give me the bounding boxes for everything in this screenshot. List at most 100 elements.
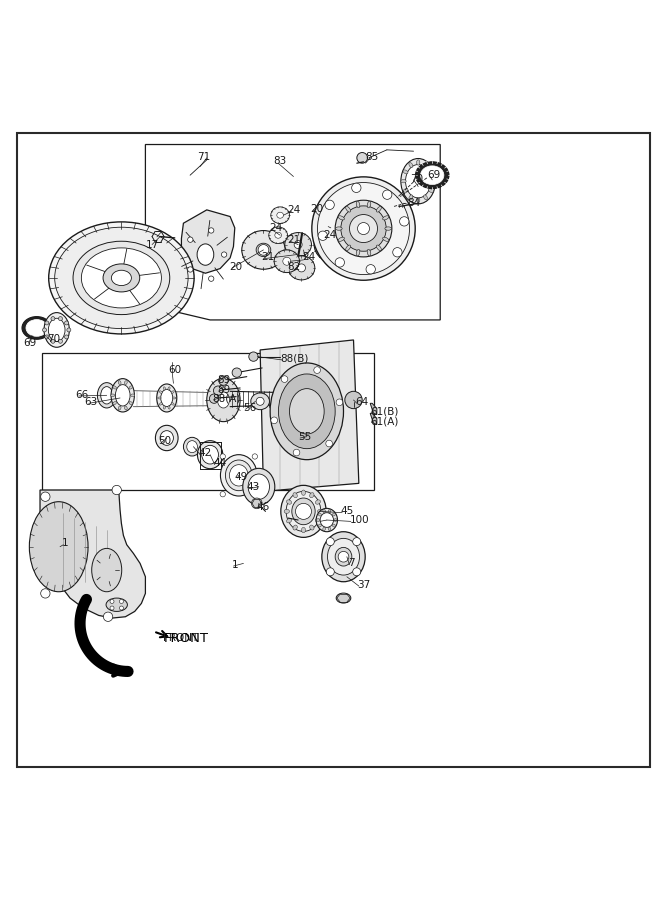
- Text: 56: 56: [243, 403, 257, 413]
- Ellipse shape: [301, 490, 305, 495]
- Ellipse shape: [416, 160, 420, 166]
- Text: 89: 89: [217, 385, 231, 395]
- Ellipse shape: [118, 406, 121, 410]
- Circle shape: [383, 190, 392, 199]
- Text: 20: 20: [310, 203, 323, 213]
- Ellipse shape: [26, 320, 47, 337]
- Circle shape: [366, 265, 376, 274]
- Ellipse shape: [424, 163, 428, 167]
- Text: 82: 82: [287, 262, 300, 272]
- Circle shape: [41, 492, 50, 501]
- Circle shape: [357, 152, 368, 163]
- Ellipse shape: [323, 247, 330, 253]
- Circle shape: [51, 339, 55, 343]
- Text: 37: 37: [358, 580, 371, 590]
- Circle shape: [103, 612, 113, 621]
- Circle shape: [232, 368, 241, 377]
- Circle shape: [283, 257, 291, 266]
- Ellipse shape: [316, 518, 320, 521]
- Text: 69: 69: [427, 170, 440, 180]
- Ellipse shape: [403, 189, 408, 193]
- Ellipse shape: [111, 379, 134, 412]
- Ellipse shape: [201, 446, 218, 464]
- Ellipse shape: [22, 317, 51, 339]
- Ellipse shape: [293, 525, 297, 530]
- Ellipse shape: [115, 384, 130, 406]
- Circle shape: [112, 485, 121, 495]
- Ellipse shape: [129, 386, 133, 389]
- Ellipse shape: [73, 241, 169, 315]
- Ellipse shape: [321, 532, 366, 581]
- Ellipse shape: [171, 402, 174, 405]
- Circle shape: [249, 352, 258, 361]
- Ellipse shape: [403, 170, 408, 174]
- Ellipse shape: [323, 509, 325, 513]
- Ellipse shape: [286, 491, 321, 531]
- Text: FRONT: FRONT: [163, 633, 199, 643]
- Ellipse shape: [318, 524, 321, 527]
- Ellipse shape: [285, 232, 311, 256]
- Ellipse shape: [327, 538, 360, 575]
- Ellipse shape: [125, 406, 127, 410]
- Ellipse shape: [49, 222, 194, 334]
- Ellipse shape: [270, 363, 344, 460]
- Ellipse shape: [406, 165, 431, 198]
- Text: 70: 70: [410, 174, 424, 184]
- Ellipse shape: [328, 527, 331, 531]
- Text: 1: 1: [61, 538, 68, 548]
- Ellipse shape: [131, 394, 135, 397]
- Ellipse shape: [129, 401, 133, 405]
- Circle shape: [187, 266, 193, 272]
- Ellipse shape: [111, 394, 115, 397]
- Circle shape: [59, 339, 63, 343]
- Ellipse shape: [336, 593, 351, 603]
- Ellipse shape: [29, 501, 88, 591]
- Ellipse shape: [106, 598, 127, 611]
- Ellipse shape: [336, 200, 392, 256]
- Ellipse shape: [44, 312, 69, 347]
- Ellipse shape: [317, 218, 336, 235]
- Ellipse shape: [416, 162, 449, 188]
- Text: 88(B): 88(B): [280, 354, 309, 364]
- Circle shape: [67, 328, 71, 332]
- Ellipse shape: [430, 179, 436, 183]
- Circle shape: [258, 245, 269, 256]
- Text: 85: 85: [366, 151, 379, 161]
- Text: 42: 42: [199, 448, 212, 458]
- Circle shape: [219, 376, 228, 385]
- Circle shape: [295, 503, 311, 519]
- Text: 89: 89: [217, 375, 231, 385]
- Polygon shape: [370, 403, 377, 415]
- Ellipse shape: [424, 195, 428, 200]
- Text: 63: 63: [85, 397, 98, 407]
- Ellipse shape: [269, 227, 287, 244]
- Text: 43: 43: [247, 482, 260, 492]
- Circle shape: [45, 321, 49, 325]
- Ellipse shape: [409, 195, 413, 200]
- Ellipse shape: [168, 406, 170, 410]
- Circle shape: [65, 335, 69, 339]
- Ellipse shape: [336, 227, 342, 230]
- Circle shape: [297, 264, 305, 272]
- Ellipse shape: [275, 232, 281, 239]
- Ellipse shape: [368, 202, 371, 208]
- Text: 49: 49: [235, 472, 248, 482]
- Ellipse shape: [420, 166, 444, 184]
- Circle shape: [209, 228, 214, 233]
- Text: 24: 24: [269, 223, 282, 233]
- Ellipse shape: [332, 524, 336, 527]
- Ellipse shape: [315, 500, 320, 504]
- Ellipse shape: [172, 397, 176, 399]
- Circle shape: [256, 397, 264, 405]
- Text: 1: 1: [232, 560, 239, 570]
- Circle shape: [345, 392, 362, 409]
- Ellipse shape: [368, 249, 371, 256]
- Ellipse shape: [277, 212, 283, 218]
- Text: 24: 24: [287, 205, 300, 215]
- Ellipse shape: [220, 454, 257, 496]
- Ellipse shape: [316, 508, 338, 532]
- Ellipse shape: [159, 391, 162, 393]
- Ellipse shape: [217, 392, 229, 408]
- Ellipse shape: [160, 431, 173, 446]
- Circle shape: [51, 317, 55, 320]
